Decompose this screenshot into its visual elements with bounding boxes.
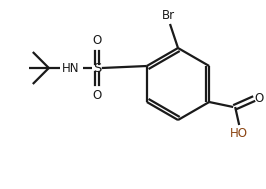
Text: HN: HN <box>62 61 80 74</box>
Text: O: O <box>254 91 263 105</box>
Text: O: O <box>92 89 101 102</box>
Text: Br: Br <box>161 9 174 22</box>
Text: O: O <box>92 34 101 47</box>
Text: S: S <box>93 61 101 74</box>
Text: HO: HO <box>230 127 248 140</box>
